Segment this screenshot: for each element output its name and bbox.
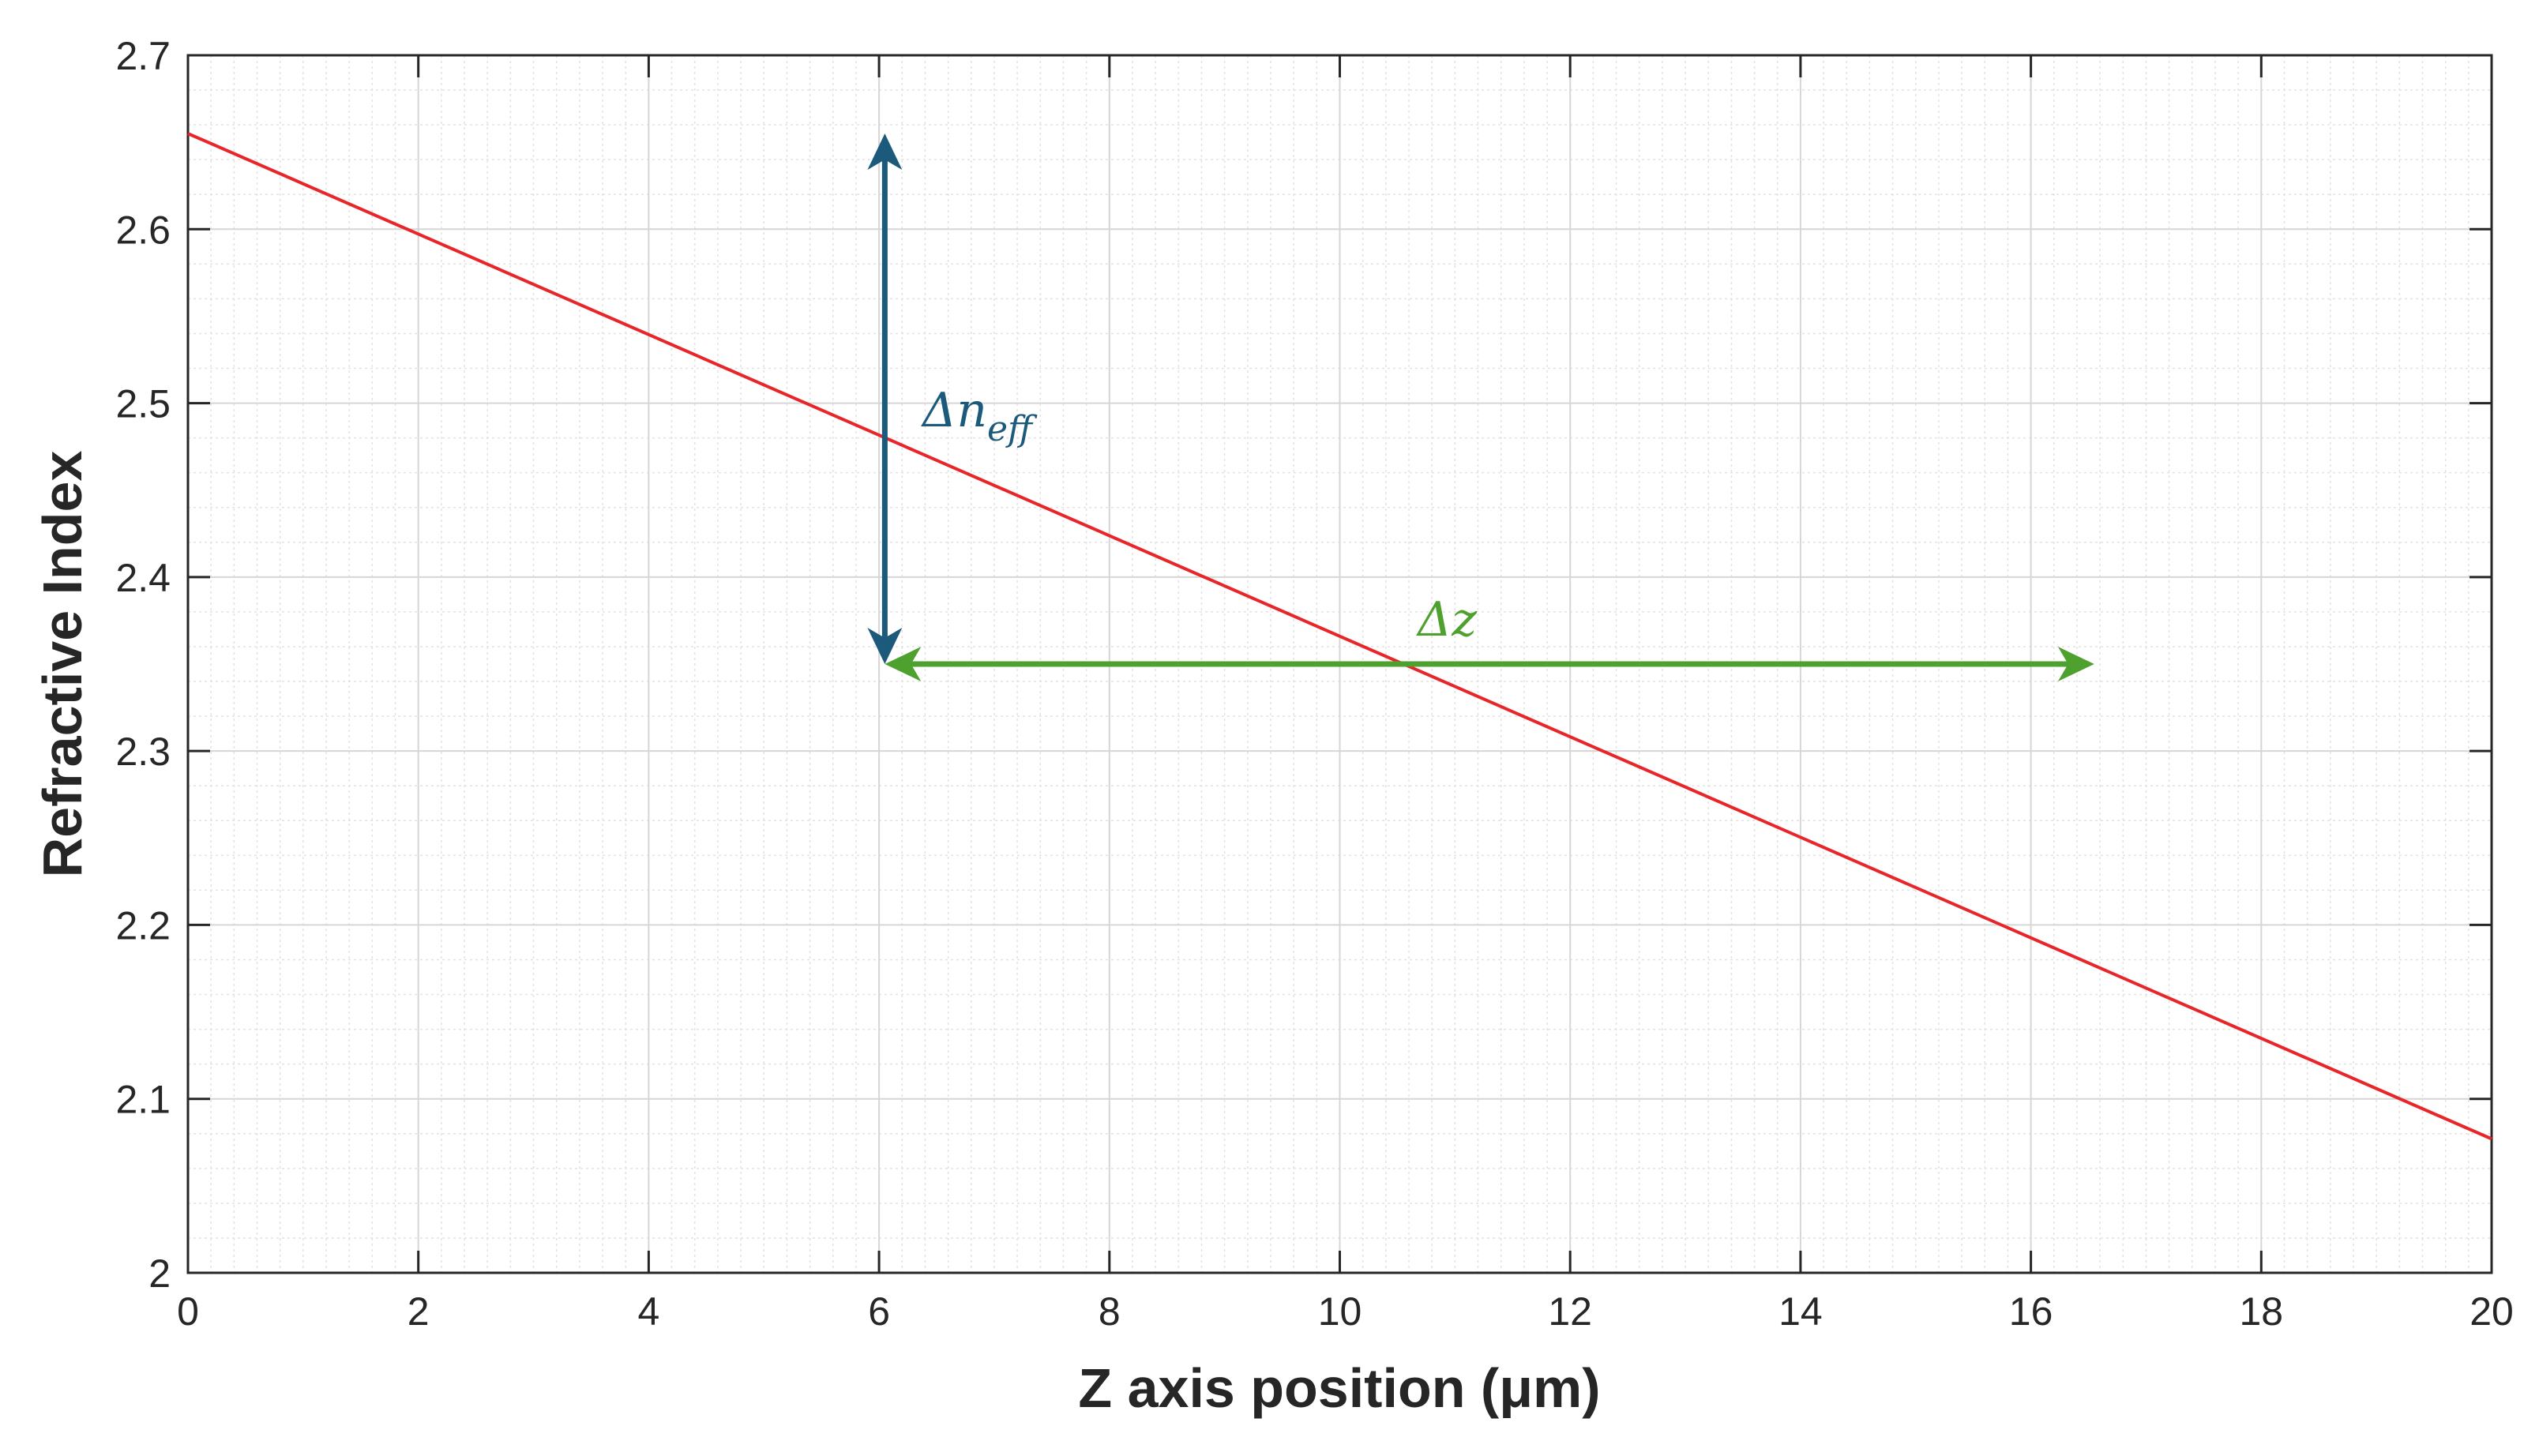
x-tick-label: 2: [408, 1289, 430, 1334]
annotation-layer: [867, 133, 2094, 681]
x-tick-label: 4: [637, 1289, 659, 1334]
y-tick-label: 2.7: [115, 34, 171, 78]
x-tick-label: 16: [2009, 1289, 2053, 1334]
x-tick-label: 6: [868, 1289, 890, 1334]
x-tick-label: 14: [1778, 1289, 1823, 1334]
plot-frame: [186, 54, 2493, 1274]
delta-n-eff-arrowhead-top: [867, 133, 903, 171]
delta-n-eff-label: Δneff: [921, 383, 1038, 449]
series-line: [187, 132, 2492, 1141]
x-tick-label: 12: [1548, 1289, 1592, 1334]
x-tick-label: 0: [177, 1289, 199, 1334]
delta-z-label: Δz: [1416, 592, 1477, 647]
x-axis-title: Z axis position (μm): [1078, 1357, 1600, 1419]
x-tick-label: 8: [1099, 1289, 1121, 1334]
y-tick-label: 2.4: [115, 556, 171, 600]
y-tick-label: 2.2: [115, 903, 171, 948]
series-layer: [187, 132, 2492, 1141]
y-tick-label: 2: [148, 1251, 171, 1296]
y-tick-label: 2.6: [115, 208, 171, 252]
y-tick-labels: 2 2.1 2.2 2.3 2.4 2.5 2.6 2.7: [115, 34, 171, 1296]
y-tick-label: 2.3: [115, 730, 171, 774]
y-tick-label: 2.5: [115, 382, 171, 426]
delta-n-eff-arrowhead-bottom: [867, 628, 903, 664]
x-tick-labels: 0 2 4 6 8 10 12 14 16 18 20: [177, 1289, 2514, 1334]
delta-z-arrowhead-right: [2057, 647, 2094, 681]
y-axis-title: Refractive Index: [32, 451, 93, 878]
y-tick-label: 2.1: [115, 1078, 171, 1122]
x-tick-label: 10: [1318, 1289, 1362, 1334]
delta-z-arrowhead-left: [885, 647, 922, 681]
x-tick-label: 18: [2239, 1289, 2283, 1334]
x-tick-label: 20: [2470, 1289, 2514, 1334]
